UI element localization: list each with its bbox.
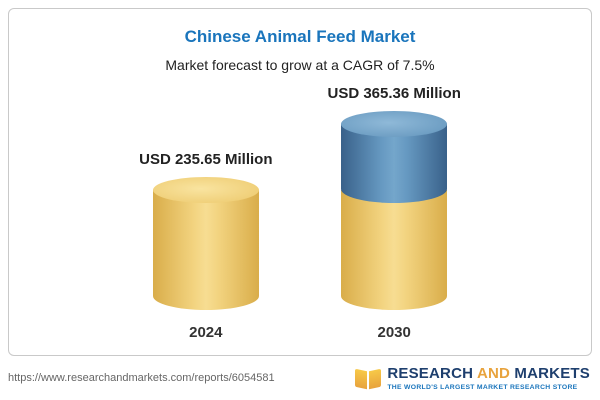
bar-2024	[152, 177, 259, 310]
brand-word-markets: MARKETS	[514, 365, 590, 382]
value-label-2024: USD 235.65 Million	[139, 151, 273, 168]
plot-area: USD 235.65 Million 2024 USD 365.36 Milli…	[9, 73, 591, 355]
bar-2030-yellow	[341, 190, 448, 310]
brand-word-and: AND	[476, 365, 515, 382]
bar-column-2024: USD 235.65 Million 2024	[139, 151, 272, 341]
bar-2024-body	[152, 190, 259, 310]
footer: https://www.researchandmarkets.com/repor…	[0, 356, 600, 400]
bar-2030-top-ellipse	[341, 111, 448, 137]
open-book-icon	[355, 365, 382, 391]
brand-word-research: RESEARCH	[387, 365, 477, 382]
source-url: https://www.researchandmarkets.com/repor…	[8, 372, 275, 384]
year-label-2030: 2030	[377, 324, 411, 341]
bar-2030	[341, 111, 448, 310]
brand-logo: RESEARCH AND MARKETS THE WORLD'S LARGEST…	[355, 365, 590, 391]
chart-card: Chinese Animal Feed Market Market foreca…	[8, 8, 592, 356]
chart-subtitle: Market forecast to grow at a CAGR of 7.5…	[165, 57, 435, 73]
brand-tagline: THE WORLD'S LARGEST MARKET RESEARCH STOR…	[387, 384, 578, 391]
bar-2030-blue	[341, 124, 448, 203]
value-label-2030: USD 365.36 Million	[327, 85, 461, 102]
brand-text: RESEARCH AND MARKETS THE WORLD'S LARGEST…	[387, 365, 590, 391]
year-label-2024: 2024	[189, 324, 223, 341]
bar-column-2030: USD 365.36 Million 2030	[328, 85, 461, 341]
chart-title: Chinese Animal Feed Market	[184, 27, 416, 46]
bar-2024-top-ellipse	[152, 177, 259, 203]
brand-name: RESEARCH AND MARKETS	[387, 365, 590, 382]
